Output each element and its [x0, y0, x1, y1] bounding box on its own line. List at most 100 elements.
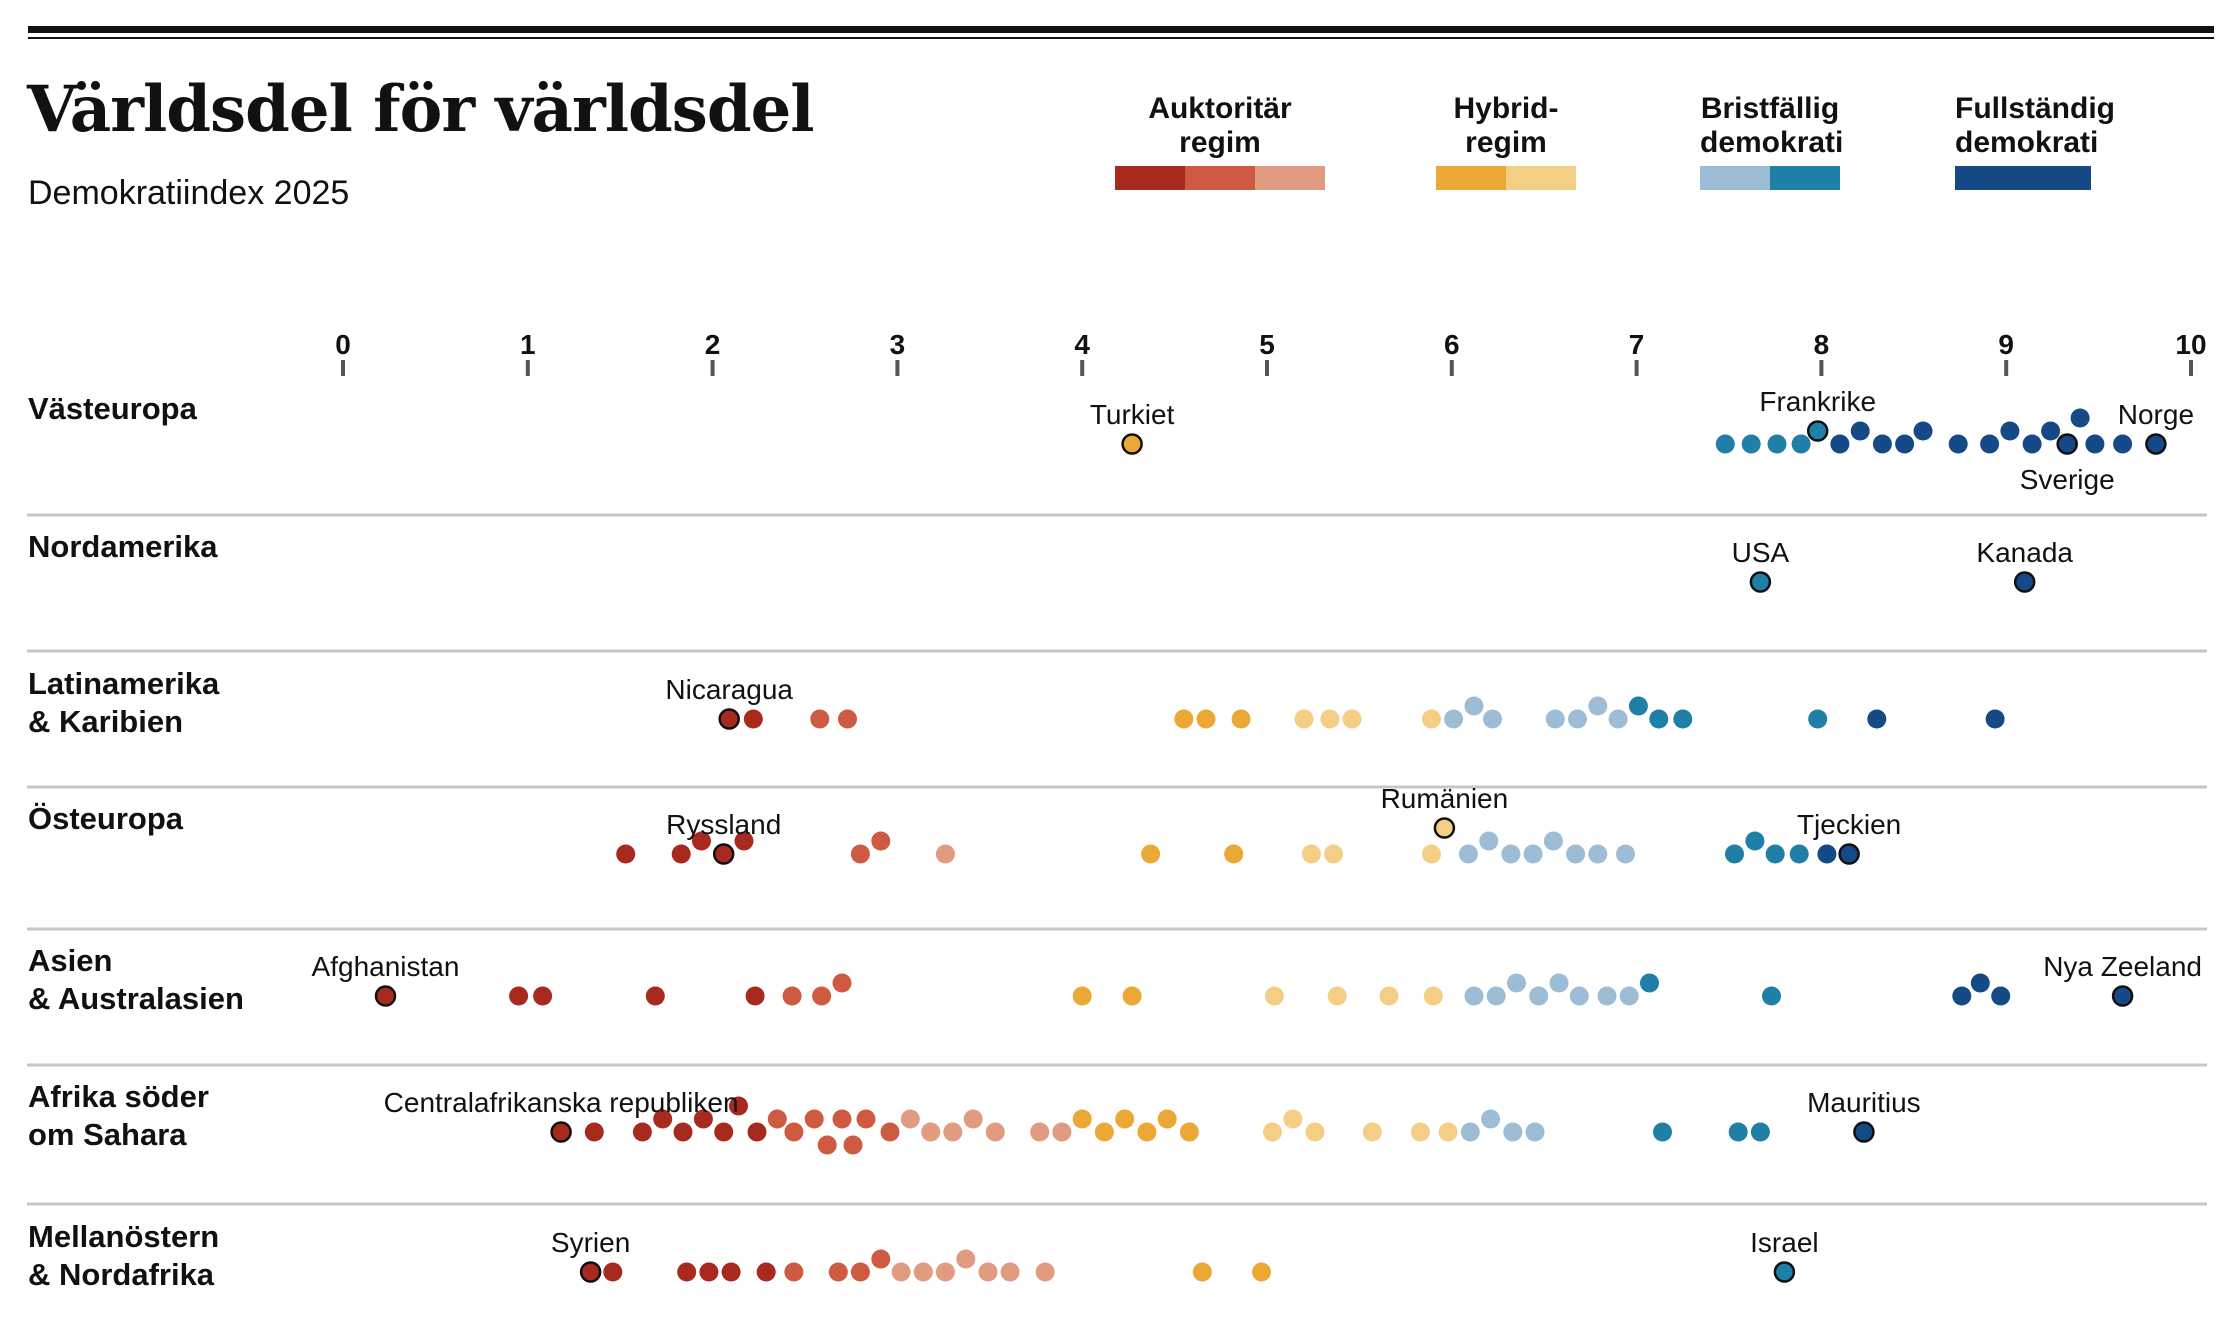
region-label: Nordamerika — [28, 529, 218, 564]
country-dot — [693, 1109, 713, 1129]
country-dot — [1301, 844, 1321, 864]
country-dot — [1444, 709, 1464, 729]
country-label: Nya Zeeland — [2043, 951, 2202, 982]
region-label: & Karibien — [28, 704, 183, 739]
country-dot — [1174, 709, 1194, 729]
country-dot — [729, 1096, 748, 1116]
country-dot — [1283, 1109, 1303, 1129]
country-dot — [817, 1135, 837, 1155]
x-tick-label: 10 — [2175, 329, 2206, 360]
country-dot — [2000, 421, 2020, 441]
country-dot — [812, 986, 832, 1006]
country-dot — [804, 1109, 824, 1129]
region-label: Västeuropa — [28, 391, 198, 426]
x-tick-label: 3 — [890, 329, 906, 360]
region-label: Latinamerika — [28, 666, 220, 701]
country-dot — [1481, 1109, 1501, 1129]
country-dot — [1789, 844, 1809, 864]
country-dot — [1767, 434, 1787, 454]
x-tick-label: 2 — [705, 329, 721, 360]
country-dot — [1486, 986, 1506, 1006]
country-dot — [1305, 1122, 1325, 1142]
country-dot — [1608, 709, 1628, 729]
country-dot — [632, 1122, 652, 1142]
country-dot — [509, 986, 529, 1006]
labeled-country-dot — [2013, 571, 2036, 593]
country-dot — [1072, 1109, 1092, 1129]
country-label: Norge — [2118, 399, 2194, 430]
country-dot — [1525, 1122, 1545, 1142]
country-dot — [1653, 1122, 1672, 1142]
country-dot — [1985, 709, 2005, 729]
country-label: Israel — [1750, 1227, 1818, 1258]
country-dot — [1479, 831, 1499, 851]
country-dot — [1072, 986, 1092, 1006]
country-dot — [1991, 986, 2011, 1006]
top-rule-thick — [28, 26, 2214, 33]
country-dot — [1327, 986, 1347, 1006]
country-label: Nicaragua — [665, 674, 793, 705]
country-dot — [1765, 844, 1785, 864]
country-label: USA — [1732, 537, 1790, 568]
country-dot — [1808, 709, 1828, 729]
country-label: Syrien — [551, 1227, 630, 1258]
country-dot — [880, 1122, 900, 1142]
country-dot — [1628, 696, 1648, 716]
legend-label: Hybrid- — [1453, 92, 1559, 125]
labeled-country-dot — [1773, 1261, 1796, 1283]
country-dot — [838, 709, 857, 729]
country-dot — [677, 1262, 697, 1282]
country-dot — [721, 1262, 741, 1282]
country-dot — [1263, 1122, 1282, 1142]
country-dot — [1422, 709, 1441, 729]
legend-swatch — [1955, 166, 2091, 190]
labeled-country-dot — [579, 1261, 602, 1283]
country-dot — [1850, 421, 1870, 441]
legend-swatch — [1506, 166, 1576, 190]
country-dot — [1035, 1262, 1055, 1282]
labeled-country-dot — [2056, 433, 2078, 455]
x-tick-label: 5 — [1259, 329, 1275, 360]
labeled-country-dot — [1433, 817, 1456, 839]
labeled-country-dot — [2111, 985, 2134, 1007]
country-dot — [767, 1109, 787, 1129]
country-dot — [1895, 434, 1915, 454]
legend-swatch — [1436, 166, 1506, 190]
region-label: Asien — [28, 943, 112, 978]
country-dot — [810, 709, 830, 729]
country-dot — [1438, 1122, 1458, 1142]
legend-swatch-bar — [1436, 166, 1576, 190]
country-dot — [645, 986, 665, 1006]
legend-label: demokrati — [1700, 126, 1844, 159]
country-dot — [714, 1122, 734, 1142]
region-label: Mellanöstern — [28, 1219, 219, 1254]
region-label: & Nordafrika — [28, 1257, 215, 1292]
country-label: Ryssland — [666, 809, 781, 840]
region-label: & Australasien — [28, 981, 244, 1016]
country-dot — [1179, 1122, 1199, 1142]
country-label: Kanada — [1976, 537, 2073, 568]
legend-flawed: Bristfällig demokrati — [1700, 92, 1844, 190]
country-dot — [956, 1249, 976, 1269]
country-dot — [1324, 844, 1343, 864]
country-dot — [1030, 1122, 1050, 1142]
country-dot — [1231, 709, 1251, 729]
country-dot — [1830, 434, 1850, 454]
country-dot — [1294, 709, 1314, 729]
country-dot — [1529, 986, 1549, 1006]
x-tick-label: 7 — [1629, 329, 1645, 360]
country-dot — [1872, 434, 1892, 454]
country-dot — [1000, 1262, 1020, 1282]
labeled-country-dot — [374, 985, 397, 1007]
country-dot — [1501, 844, 1521, 864]
labeled-country-dot — [718, 708, 740, 730]
country-dot — [985, 1122, 1005, 1142]
country-dot — [935, 1262, 955, 1282]
x-tick-label: 8 — [1814, 329, 1830, 360]
country-dot — [1715, 434, 1735, 454]
country-dot — [784, 1122, 804, 1142]
legend-label: Bristfällig — [1700, 92, 1840, 125]
country-dot — [1196, 709, 1216, 729]
country-dot — [1523, 844, 1543, 864]
